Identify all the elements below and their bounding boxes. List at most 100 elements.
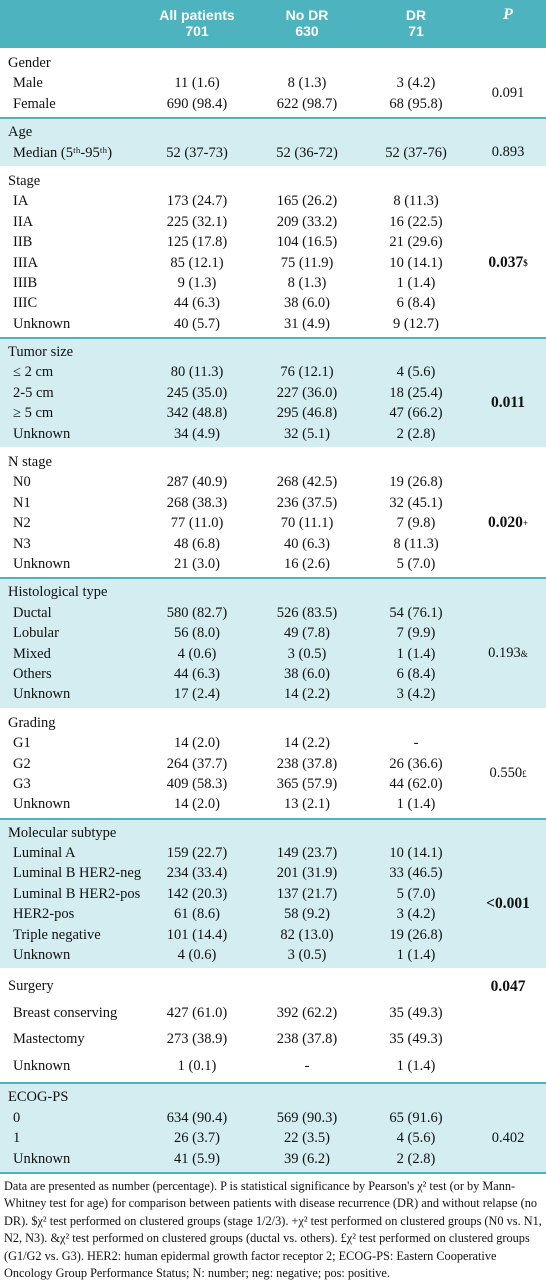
cell-value: 52 (37-76): [385, 144, 447, 161]
data-row: Triple negative 101 (14.4) 82 (13.0) 19 (26…: [0, 925, 546, 945]
cell-value: 39 (6.2): [284, 1150, 330, 1167]
cell-value: -: [304, 1057, 310, 1074]
header-label: DR: [405, 7, 427, 23]
cell-value: 80 (11.3): [170, 364, 224, 381]
footnote: Data are presented as number (percentage…: [0, 1171, 546, 1282]
cell-value: 38 (6.0): [284, 665, 330, 682]
data-row: 2-5 cm 245 (35.0) 227 (36.0) 18 (25.4): [0, 383, 546, 403]
section-title-row: Gender: [0, 53, 546, 73]
cell-value: 3 (4.2): [396, 906, 436, 923]
cell-value: 52 (37-73): [166, 144, 228, 161]
data-row: HER2-pos 61 (8.6) 58 (9.2) 3 (4.2): [0, 904, 546, 924]
section: Surgery Breast conserving 427 (61.0) 392 (6…: [0, 968, 546, 1082]
cell-value: 17 (2.4): [174, 686, 220, 703]
data-row: 0 634 (90.4) 569 (90.3) 65 (91.6): [0, 1108, 546, 1128]
section-title-row: Age: [0, 122, 546, 142]
data-row: Unknown 41 (5.9) 39 (6.2) 2 (2.8): [0, 1149, 546, 1169]
cell-value: 4 (0.6): [177, 645, 217, 662]
row-label: G3: [13, 775, 31, 792]
cell-value: 268 (42.5): [276, 474, 338, 491]
cell-value: 14 (2.2): [284, 735, 330, 752]
cell-value: 19 (26.8): [389, 474, 443, 491]
section-title: N stage: [8, 454, 52, 471]
data-row: Mixed 4 (0.6) 3 (0.5) 1 (1.4): [0, 644, 546, 664]
data-row: Unknown 17 (2.4) 14 (2.2) 3 (4.2): [0, 684, 546, 704]
cell-value: 580 (82.7): [166, 604, 228, 621]
cell-value: 49 (7.8): [284, 625, 330, 642]
p-value: 0.020 +: [470, 472, 546, 574]
row-label: Male: [13, 75, 43, 92]
cell-value: 33 (46.5): [389, 865, 443, 882]
data-row: Lobular 56 (8.0) 49 (7.8) 7 (9.9): [0, 623, 546, 643]
p-number: 0.893: [491, 144, 525, 161]
cell-value: 13 (2.1): [284, 796, 330, 813]
cell-value: 201 (31.9): [276, 865, 338, 882]
p-value: 0.037 $: [470, 191, 546, 334]
cell-value: 56 (8.0): [174, 625, 220, 642]
cell-value: 18 (25.4): [389, 384, 443, 401]
section-title-row: Histological type: [0, 582, 546, 602]
row-label: N0: [13, 474, 31, 491]
data-row: IIIA 85 (12.1) 75 (11.9) 10 (14.1): [0, 253, 546, 273]
cell-value: 44 (62.0): [389, 775, 443, 792]
p-mark: +: [522, 518, 528, 529]
cell-value: 209 (33.2): [276, 213, 338, 230]
cell-value: 16 (22.5): [389, 213, 443, 230]
data-row: IA 173 (24.7) 165 (26.2) 8 (11.3): [0, 191, 546, 211]
cell-value: 4 (0.6): [177, 947, 217, 964]
row-label: Luminal A: [13, 845, 76, 862]
cell-value: 3 (4.2): [396, 686, 436, 703]
data-row: Others 44 (6.3) 38 (6.0) 6 (8.4): [0, 664, 546, 684]
cell-value: 70 (11.1): [280, 515, 334, 532]
cell-value: 227 (36.0): [276, 384, 338, 401]
cell-value: 409 (58.3): [166, 775, 228, 792]
row-label: Breast conserving: [13, 1004, 118, 1021]
data-row: Ductal 580 (82.7) 526 (83.5) 54 (76.1): [0, 603, 546, 623]
p-number: 0.091: [491, 85, 525, 102]
cell-value: 68 (95.8): [389, 95, 443, 112]
cell-value: 268 (38.3): [166, 494, 228, 511]
row-label: IIA: [13, 213, 34, 230]
row-label: Unknown: [13, 555, 71, 572]
cell-value: 5 (7.0): [396, 555, 436, 572]
cell-value: 634 (90.4): [166, 1109, 228, 1126]
cell-value: 76 (12.1): [280, 364, 334, 381]
cell-value: 392 (62.2): [276, 1004, 338, 1021]
cell-value: 4 (5.6): [396, 1130, 436, 1147]
cell-value: 3 (0.5): [287, 645, 327, 662]
cell-value: 2 (2.8): [396, 425, 436, 442]
cell-value: 14 (2.0): [174, 735, 220, 752]
row-label: ≤ 2 cm: [13, 364, 54, 381]
section-title: Tumor size: [8, 344, 74, 361]
header-cell: P: [470, 0, 546, 48]
section-title: ECOG-PS: [8, 1089, 69, 1106]
row-label: Luminal B HER2-neg: [13, 865, 142, 882]
row-label: G1: [13, 735, 31, 752]
p-value: 0.893: [470, 143, 546, 163]
cell-value: 44 (6.3): [174, 665, 220, 682]
section-title-row: Molecular subtype: [0, 823, 546, 843]
row-label: Luminal B HER2-pos: [13, 885, 141, 902]
data-row: N3 48 (6.8) 40 (6.3) 8 (11.3): [0, 534, 546, 554]
cell-value: 6 (8.4): [396, 295, 436, 312]
cell-value: 34 (4.9): [174, 425, 220, 442]
cell-value: 264 (37.7): [166, 755, 228, 772]
row-label: N1: [13, 494, 31, 511]
cell-value: 8 (1.3): [287, 274, 327, 291]
cell-value: 238 (37.8): [276, 1031, 338, 1048]
header-cell: [0, 0, 142, 48]
cell-value: 44 (6.3): [174, 295, 220, 312]
cell-value: 11 (1.6): [174, 75, 220, 92]
section-title: Molecular subtype: [8, 824, 117, 841]
row-label: IA: [13, 193, 29, 210]
cell-value: 22 (3.5): [284, 1130, 330, 1147]
section: N stage N0 287 (40.9) 268 (42.5) 19 (26.8) N1…: [0, 447, 546, 577]
cell-value: 622 (98.7): [276, 95, 338, 112]
p-number: 0.037: [488, 253, 524, 271]
row-label: 0: [13, 1109, 21, 1126]
cell-value: 52 (36-72): [276, 144, 338, 161]
cell-value: 1 (1.4): [396, 796, 436, 813]
data-row: Breast conserving 427 (61.0) 392 (62.2) 35 …: [0, 1000, 546, 1027]
cell-value: 690 (98.4): [166, 95, 228, 112]
p-number: 0.020: [487, 514, 523, 532]
